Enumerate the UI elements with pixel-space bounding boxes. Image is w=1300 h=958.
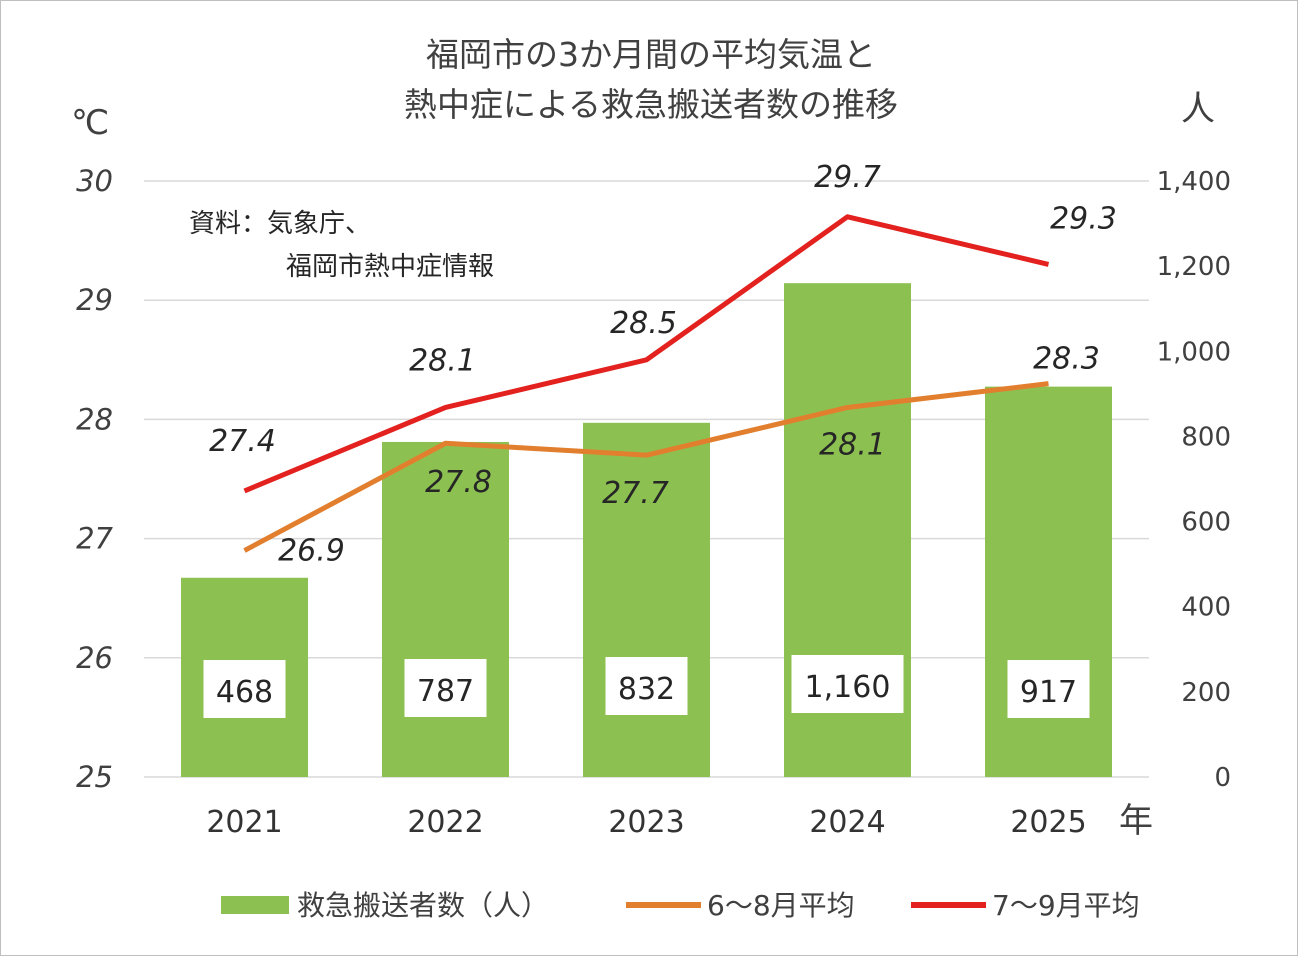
orange-line-label: 27.7 [602, 476, 669, 511]
red-line-label: 28.5 [610, 306, 677, 341]
line-series [243, 214, 1050, 553]
bar-value-label: 787 [417, 674, 474, 709]
orange-line-label: 28.1 [819, 427, 886, 462]
y-right-tick-label: 1,200 [1157, 252, 1231, 282]
y-right-tick-label: 1,400 [1157, 167, 1231, 197]
line-7-9-average [243, 214, 1050, 494]
bar-label-box [404, 659, 487, 717]
orange-line-label: 26.9 [278, 534, 345, 569]
legend-swatch-bar [221, 896, 289, 914]
bar-value-label: 1,160 [805, 670, 891, 705]
y-right-tick-label: 200 [1181, 678, 1231, 708]
bar-2022 [382, 441, 509, 777]
bar-label-box [605, 657, 688, 715]
bar-2023 [583, 422, 710, 777]
bar-label-box [1007, 660, 1090, 718]
orange-line-label: 28.3 [1033, 342, 1100, 377]
x-axis: 2021 2022 2023 2024 2025 [206, 805, 1086, 840]
x-unit: 年 [1119, 801, 1153, 841]
bar-value-label: 917 [1020, 675, 1077, 710]
red-line-label: 28.1 [409, 343, 476, 378]
y-right-tick-label: 800 [1181, 422, 1231, 452]
legend-label-red: 7～9月平均 [992, 889, 1140, 922]
legend-label-bar: 救急搬送者数（人） [297, 889, 549, 922]
x-tick-label: 2022 [407, 805, 483, 840]
y-right-unit: 人 [1181, 89, 1215, 129]
legend: 救急搬送者数（人） 6～8月平均 7～9月平均 [221, 889, 1140, 922]
x-tick-label: 2023 [608, 805, 684, 840]
data-labels: 468 787 832 1,160 917 27.4 28.1 28.5 29.7 29.3 26.… [203, 160, 1117, 718]
y-axis-right: 0 200 400 600 800 1,000 1,200 1,400 [1157, 167, 1231, 793]
y-left-tick-label: 28 [76, 402, 113, 436]
red-line-label: 27.4 [209, 424, 276, 459]
red-line-label: 29.3 [1050, 201, 1117, 236]
y-left-tick-label: 25 [76, 760, 113, 794]
source-note-line-2: 福岡市熱中症情報 [286, 252, 494, 282]
legend-label-orange: 6～8月平均 [707, 889, 855, 922]
x-tick-label: 2021 [206, 805, 282, 840]
bar-series [181, 283, 1112, 777]
y-axis-left: 25 26 27 28 29 30 [76, 164, 113, 794]
bar-value-label: 468 [216, 675, 273, 710]
source-note-line-1: 資料：気象庁、 [189, 209, 371, 239]
y-left-unit: ℃ [71, 103, 109, 143]
bar-label-box [791, 655, 904, 713]
red-line-label: 29.7 [814, 160, 881, 195]
y-right-tick-label: 400 [1181, 593, 1231, 623]
chart-title-line-1: 福岡市の3か月間の平均気温と [426, 35, 876, 74]
bar-2025 [985, 386, 1112, 777]
chart-title-line-2: 熱中症による救急搬送者数の推移 [404, 85, 898, 124]
y-left-tick-label: 26 [76, 641, 113, 675]
y-right-tick-label: 0 [1214, 763, 1231, 793]
y-left-tick-label: 30 [76, 164, 113, 198]
x-tick-label: 2024 [809, 805, 885, 840]
bar-label-box [203, 660, 286, 718]
orange-line-label: 27.8 [425, 465, 492, 500]
line-6-8-average [243, 381, 1049, 553]
x-tick-label: 2025 [1010, 805, 1086, 840]
y-left-tick-label: 29 [76, 283, 113, 317]
y-left-tick-label: 27 [76, 522, 113, 556]
bar-value-label: 832 [618, 672, 675, 707]
y-right-tick-label: 1,000 [1157, 337, 1231, 367]
y-right-tick-label: 600 [1181, 508, 1231, 538]
